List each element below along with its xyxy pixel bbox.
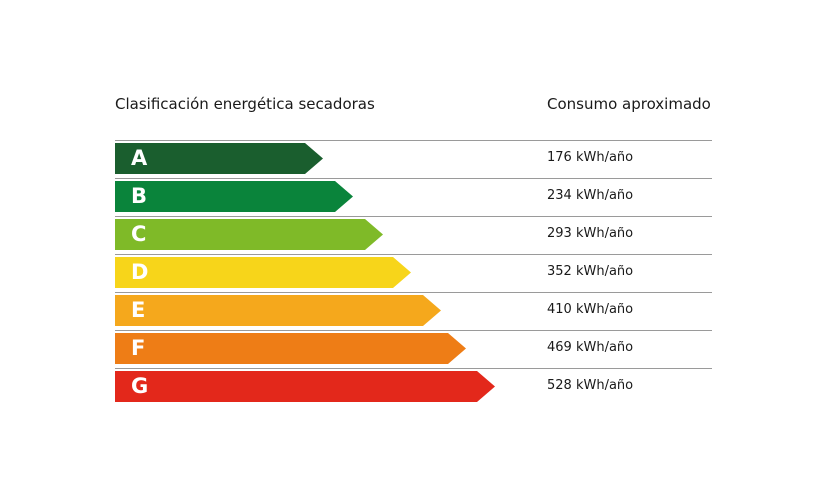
class-letter: E bbox=[131, 298, 146, 322]
class-letter: D bbox=[131, 260, 149, 284]
energy-class-arrow-g: G bbox=[115, 371, 495, 402]
arrow-shape bbox=[115, 257, 411, 288]
arrow-shape bbox=[115, 371, 495, 402]
consumption-value: 352 kWh/año bbox=[547, 264, 634, 279]
consumption-value: 410 kWh/año bbox=[547, 302, 634, 317]
row-divider bbox=[115, 140, 712, 141]
class-letter: F bbox=[131, 336, 146, 360]
arrow-shape bbox=[115, 143, 323, 174]
arrow-shape bbox=[115, 295, 441, 326]
classification-title: Clasificación energética secadoras bbox=[115, 95, 375, 113]
consumption-value: 528 kWh/año bbox=[547, 378, 634, 393]
energy-class-arrow-a: A bbox=[115, 143, 323, 174]
row-divider bbox=[115, 368, 712, 369]
class-letter: C bbox=[131, 222, 147, 246]
row-divider bbox=[115, 292, 712, 293]
class-letter: G bbox=[131, 374, 149, 398]
class-letter: B bbox=[131, 184, 148, 208]
energy-class-arrow-f: F bbox=[115, 333, 466, 364]
row-divider bbox=[115, 330, 712, 331]
consumption-value: 293 kWh/año bbox=[547, 226, 634, 241]
row-divider bbox=[115, 216, 712, 217]
row-divider bbox=[115, 178, 712, 179]
consumption-value: 234 kWh/año bbox=[547, 188, 634, 203]
energy-class-arrow-d: D bbox=[115, 257, 411, 288]
consumption-value: 176 kWh/año bbox=[547, 150, 634, 165]
consumption-value: 469 kWh/año bbox=[547, 340, 634, 355]
energy-class-arrow-c: C bbox=[115, 219, 383, 250]
energy-class-arrow-b: B bbox=[115, 181, 353, 212]
arrow-shape bbox=[115, 333, 466, 364]
class-letter: A bbox=[131, 146, 148, 170]
row-divider bbox=[115, 254, 712, 255]
arrow-shape bbox=[115, 219, 383, 250]
arrow-shape bbox=[115, 181, 353, 212]
consumption-title: Consumo aproximado bbox=[547, 95, 711, 113]
energy-class-arrow-e: E bbox=[115, 295, 441, 326]
